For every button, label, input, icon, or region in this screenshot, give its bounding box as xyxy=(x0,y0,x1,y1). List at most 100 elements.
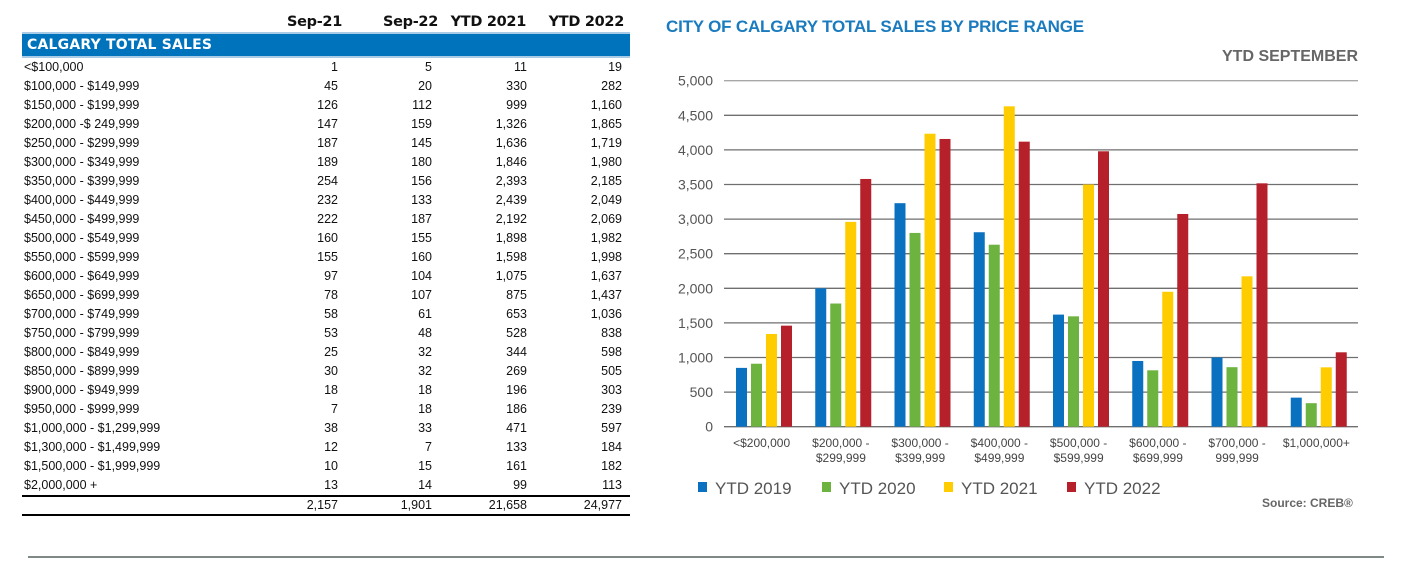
x-tick-label: $200,000 - xyxy=(812,436,869,450)
cell-value: 232 xyxy=(317,193,338,207)
table-row: $2,000,000 + 13 14 99 113 xyxy=(22,476,630,495)
bar-ytd-2021 xyxy=(1241,276,1253,427)
cell-value: 160 xyxy=(317,231,338,245)
cell-value: 344 xyxy=(506,345,527,359)
price-range-label: $100,000 - $149,999 xyxy=(24,79,140,93)
bar-ytd-2020 xyxy=(1305,403,1317,427)
bar-ytd-2021 xyxy=(1003,106,1015,427)
cell-value: 159 xyxy=(411,117,432,131)
cell-value: 1 xyxy=(331,60,338,74)
cell-value: 1,075 xyxy=(495,269,527,283)
cell-value: 7 xyxy=(425,440,432,454)
cell-value: 1,437 xyxy=(590,288,622,302)
legend-label: YTD 2021 xyxy=(961,479,1038,498)
x-tick-label: $299,999 xyxy=(816,451,866,465)
cell-value: 222 xyxy=(317,212,338,226)
cell-value: 78 xyxy=(324,288,338,302)
chart-title: CITY OF CALGARY TOTAL SALES BY PRICE RAN… xyxy=(666,17,1084,36)
legend-swatch xyxy=(944,482,953,492)
bar-ytd-2020 xyxy=(988,244,1000,427)
cell-value: 2,439 xyxy=(495,193,527,207)
y-tick-label: 1,000 xyxy=(678,350,713,366)
total-value: 2,157 xyxy=(306,498,338,512)
price-range-label: $950,000 - $999,999 xyxy=(24,402,140,416)
cell-value: 53 xyxy=(324,326,338,340)
calgary-sales-table: Sep-21 Sep-22 YTD 2021 YTD 2022 CALGARY … xyxy=(22,12,630,516)
table-row: $1,000,000 - $1,299,999 38 33 471 597 xyxy=(22,419,630,438)
x-tick-label: $600,000 - xyxy=(1129,436,1186,450)
legend-swatch xyxy=(1067,482,1076,492)
bar-ytd-2019 xyxy=(1053,314,1064,427)
cell-value: 1,326 xyxy=(495,117,527,131)
cell-value: 2,185 xyxy=(590,174,622,188)
bar-ytd-2019 xyxy=(894,203,906,427)
cell-value: 18 xyxy=(324,383,338,397)
legend-label: YTD 2022 xyxy=(1084,479,1161,498)
x-tick-label: $400,000 - xyxy=(971,436,1028,450)
cell-value: 1,982 xyxy=(590,231,622,245)
cell-value: 155 xyxy=(317,250,338,264)
cell-value: 112 xyxy=(412,98,432,112)
table-row: $700,000 - $749,999 58 61 653 1,036 xyxy=(22,305,630,324)
cell-value: 133 xyxy=(411,193,432,207)
cell-value: 156 xyxy=(411,174,432,188)
bar-ytd-2019 xyxy=(1290,397,1302,427)
cell-value: 196 xyxy=(506,383,527,397)
cell-value: 505 xyxy=(601,364,622,378)
cell-value: 104 xyxy=(411,269,432,283)
cell-value: 61 xyxy=(418,307,432,321)
cell-value: 160 xyxy=(411,250,432,264)
price-range-label: $350,000 - $399,999 xyxy=(24,174,140,188)
price-range-label: $1,300,000 - $1,499,999 xyxy=(24,440,161,454)
price-range-label: <$100,000 xyxy=(24,60,84,74)
cell-value: 1,998 xyxy=(590,250,622,264)
cell-value: 1,846 xyxy=(495,155,527,169)
cell-value: 528 xyxy=(506,326,527,340)
cell-value: 15 xyxy=(418,459,432,473)
x-tick-label: $1,000,000+ xyxy=(1283,436,1350,450)
cell-value: 1,160 xyxy=(590,98,622,112)
table-row: $1,300,000 - $1,499,999 12 7 133 184 xyxy=(22,438,630,457)
cell-value: 12 xyxy=(324,440,338,454)
price-range-label: $500,000 - $549,999 xyxy=(24,231,140,245)
cell-value: 1,636 xyxy=(495,136,527,150)
cell-value: 2,192 xyxy=(495,212,527,226)
cell-value: 189 xyxy=(317,155,338,169)
column-header: Sep-21 xyxy=(286,14,342,30)
cell-value: 18 xyxy=(418,402,432,416)
cell-value: 133 xyxy=(506,440,527,454)
bar-ytd-2019 xyxy=(815,288,827,427)
y-tick-label: 4,000 xyxy=(678,142,713,158)
table-row: <$100,000 1 5 11 19 xyxy=(22,58,630,77)
table-row: $350,000 - $399,999 254 156 2,393 2,185 xyxy=(22,172,630,191)
table-row: $100,000 - $149,999 45 20 330 282 xyxy=(22,77,630,96)
cell-value: 20 xyxy=(418,79,432,93)
y-tick-label: 2,500 xyxy=(678,246,713,262)
x-tick-label: 999,999 xyxy=(1215,451,1259,465)
cell-value: 38 xyxy=(324,421,338,435)
cell-value: 155 xyxy=(411,231,432,245)
bar-ytd-2019 xyxy=(736,367,747,427)
cell-value: 7 xyxy=(331,402,338,416)
cell-value: 2,049 xyxy=(590,193,622,207)
cell-value: 113 xyxy=(602,478,622,492)
cell-value: 875 xyxy=(506,288,527,302)
cell-value: 32 xyxy=(418,345,432,359)
cell-value: 99 xyxy=(513,478,527,492)
legend-swatch xyxy=(822,482,831,492)
legend-swatch xyxy=(698,482,707,492)
bar-ytd-2020 xyxy=(830,303,842,427)
cell-value: 30 xyxy=(324,364,338,378)
legend-label: YTD 2019 xyxy=(715,479,792,498)
price-range-label: $1,500,000 - $1,999,999 xyxy=(24,459,161,473)
bar-ytd-2022 xyxy=(1335,352,1347,427)
footer-divider xyxy=(28,556,1384,558)
price-range-label: $700,000 - $749,999 xyxy=(24,307,140,321)
x-tick-label: $699,999 xyxy=(1133,451,1183,465)
x-tick-label: $500,000 - xyxy=(1050,436,1107,450)
cell-value: 597 xyxy=(601,421,622,435)
y-tick-label: 3,500 xyxy=(678,177,713,193)
bar-ytd-2021 xyxy=(1320,367,1332,427)
cell-value: 161 xyxy=(506,459,527,473)
